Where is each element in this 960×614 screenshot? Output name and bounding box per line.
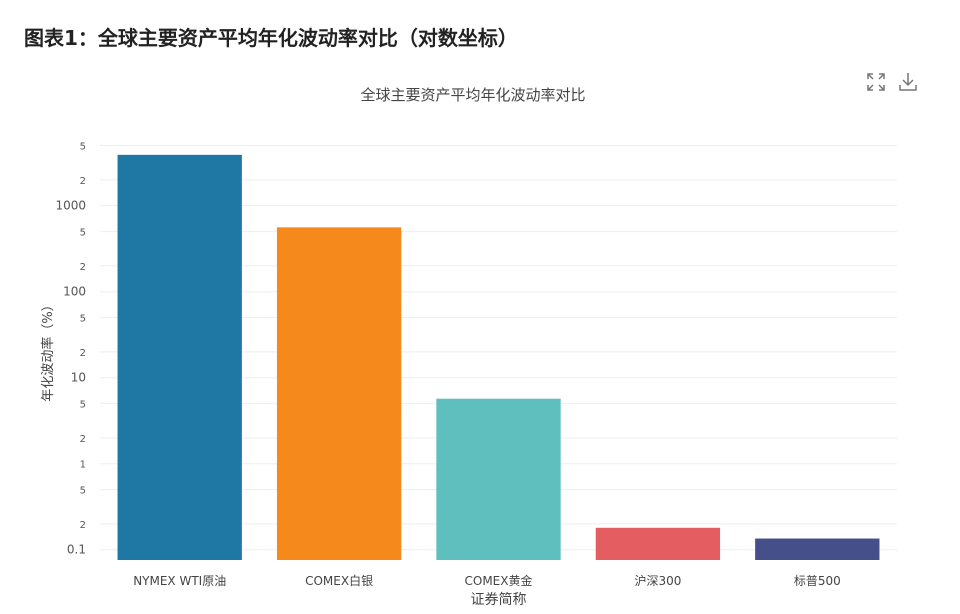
bar[interactable] <box>117 154 242 561</box>
y-axis-label: 年化波动率（%） <box>40 298 56 401</box>
y-tick-label: 5 <box>80 400 86 411</box>
x-tick-label: 标普500 <box>794 574 841 588</box>
bar[interactable] <box>276 227 402 560</box>
y-tick-label: 0.1 <box>67 543 86 557</box>
y-tick-label: 100 <box>63 285 86 299</box>
y-tick-label: 1000 <box>55 199 86 213</box>
x-axis-label: 证券简称 <box>471 591 527 608</box>
y-tick-label: 2 <box>80 520 86 531</box>
chart-title: 全球主要资产平均年化波动率对比 <box>360 86 585 104</box>
y-tick-label: 2 <box>80 262 86 273</box>
y-tick-label: 10 <box>71 371 86 385</box>
y-tick-label: 5 <box>80 142 86 153</box>
y-tick-label: 5 <box>80 486 86 497</box>
x-tick-label: COMEX白银 <box>305 573 373 588</box>
x-tick-label: COMEX黄金 <box>465 573 533 588</box>
x-tick-label: 沪深300 <box>634 574 681 588</box>
y-tick-label: 5 <box>80 314 86 325</box>
y-tick-label: 2 <box>80 348 86 359</box>
download-icon[interactable] <box>896 70 920 94</box>
y-tick-label: 2 <box>80 434 86 445</box>
fullscreen-icon[interactable] <box>864 70 888 94</box>
y-tick-label: 5 <box>80 228 86 239</box>
page-heading: 图表1：全球主要资产平均年化波动率对比（对数坐标） <box>24 26 518 50</box>
bar[interactable] <box>755 538 880 560</box>
x-tick-label: NYMEX WTI原油 <box>133 574 226 588</box>
y-tick-label: 2 <box>80 176 86 187</box>
bar[interactable] <box>595 527 721 560</box>
bar[interactable] <box>436 398 561 560</box>
y-tick-label: 1 <box>80 460 86 471</box>
